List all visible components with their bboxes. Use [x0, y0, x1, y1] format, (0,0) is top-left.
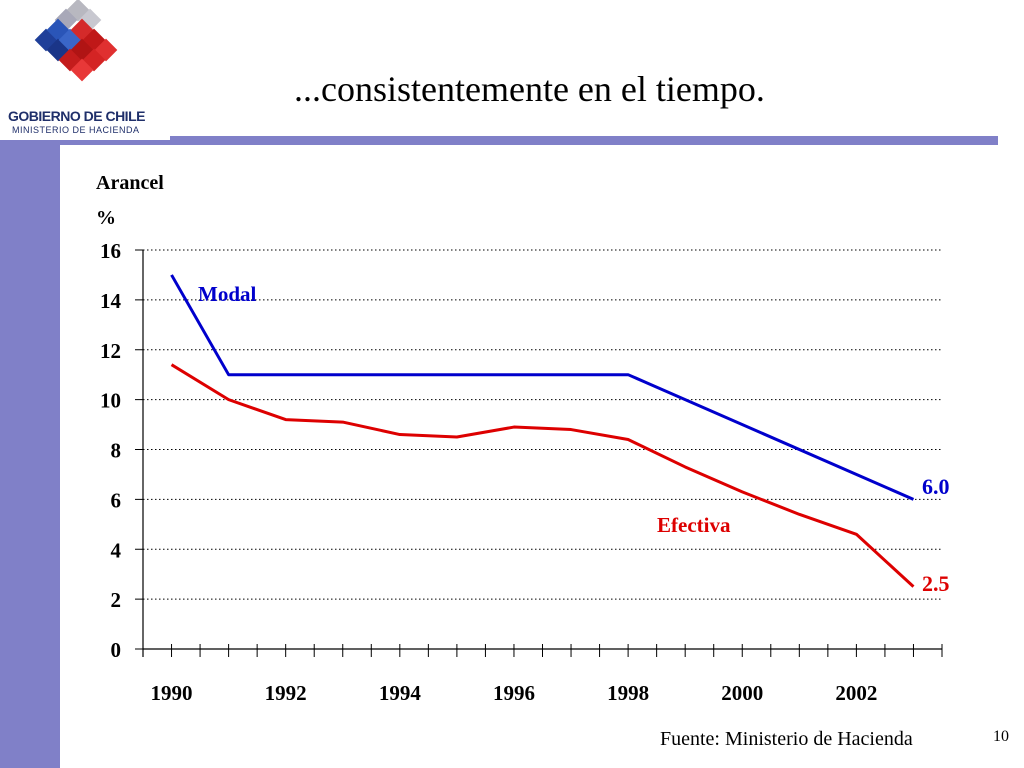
x-tick-label: 1996 [493, 681, 535, 705]
axes [142, 250, 943, 657]
gridlines [135, 249, 942, 650]
x-tick-label: 1998 [607, 681, 649, 705]
logo-name: GOBIERNO DE CHILE [8, 108, 145, 124]
page-number: 10 [993, 728, 1009, 745]
end-value-modal: 6.0 [922, 474, 950, 499]
y-tick-label: 16 [100, 239, 121, 263]
title-underline [35, 136, 998, 145]
y-tick-label: 10 [100, 389, 121, 413]
logo-subtitle: MINISTERIO DE HACIENDA [12, 125, 140, 135]
x-tick-labels: 1990 1992 1994 1996 1998 2000 2002 [151, 681, 878, 705]
y-tick-labels: 0 2 4 6 8 10 12 14 16 [100, 239, 122, 662]
logo-cubes-icon [34, 0, 118, 82]
y-tick-label: 0 [111, 638, 122, 662]
x-tick-label: 1990 [151, 681, 193, 705]
y-tick-label: 4 [111, 538, 122, 562]
x-tick-label: 2000 [721, 681, 763, 705]
y-tick-label: 14 [100, 289, 122, 313]
series-line-efectiva [170, 363, 915, 588]
slide-title: ...consistentemente en el tiempo. [294, 69, 765, 109]
source-note: Fuente: Ministerio de Hacienda [660, 728, 913, 750]
series-label-efectiva: Efectiva [657, 513, 731, 537]
x-tick-label: 1992 [265, 681, 307, 705]
series-line-modal [170, 274, 915, 501]
series-lines [170, 274, 915, 588]
gobierno-de-chile-logo: GOBIERNO DE CHILE MINISTERIO DE HACIENDA [0, 0, 170, 140]
x-tick-label: 2002 [835, 681, 877, 705]
y-tick-label: 2 [111, 588, 122, 612]
series-label-modal: Modal [198, 282, 257, 306]
y-axis-label: Arancel [96, 172, 164, 194]
x-tick-label: 1994 [379, 681, 422, 705]
y-tick-label: 12 [100, 339, 121, 363]
y-tick-label: 6 [111, 488, 122, 512]
y-tick-label: 8 [111, 439, 122, 463]
end-value-efectiva: 2.5 [922, 571, 950, 596]
y-axis-unit: % [96, 207, 116, 229]
